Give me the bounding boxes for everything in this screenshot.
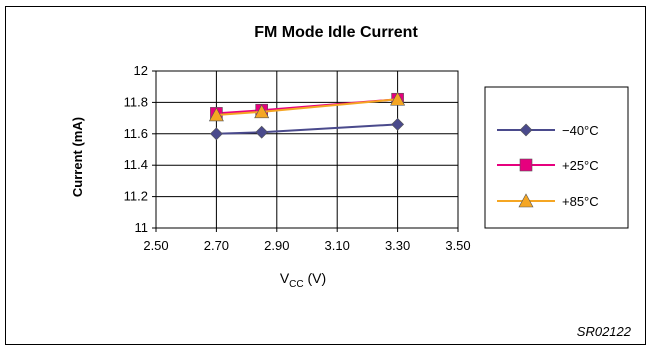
x-tick-label: 2.90	[264, 238, 289, 253]
x-axis-label-unit: (V)	[304, 270, 327, 286]
legend-box	[484, 86, 629, 229]
chart-title: FM Mode Idle Current	[254, 24, 418, 41]
y-tick-label: 11	[135, 220, 149, 235]
plot-area	[155, 70, 459, 229]
legend: −40°C +25°C +85°C	[484, 86, 629, 229]
legend-item-1: +25°C	[497, 158, 599, 173]
x-tick-label: 3.30	[385, 238, 410, 253]
legend-marker	[519, 123, 533, 137]
series-1	[210, 92, 404, 120]
x-tick-label: 2.50	[143, 238, 168, 253]
series-0	[209, 117, 405, 141]
legend-item-0: −40°C	[497, 123, 599, 138]
figure-id: SR02122	[577, 324, 632, 339]
y-tick-label: 11.6	[124, 126, 148, 141]
legend-label: +25°C	[562, 158, 599, 173]
x-axis: 2.50 2.70 2.90 3.10 3.30 3.50	[143, 228, 471, 253]
chart-grid	[155, 70, 459, 229]
data-point	[254, 104, 270, 119]
legend-marker	[518, 193, 534, 208]
legend-item-2: +85°C	[497, 193, 599, 209]
data-point	[209, 127, 223, 141]
series-line	[216, 98, 398, 116]
x-axis-label-main: V	[280, 270, 290, 286]
chart-svg: FM Mode Idle Current 1211.811.611.411.21…	[70, 24, 632, 339]
y-axis-label: Current (mA)	[70, 117, 85, 197]
x-axis-label: VCC (V)	[280, 270, 326, 290]
series-2	[208, 91, 406, 122]
x-tick-label: 3.10	[325, 238, 350, 253]
y-axis: 12 11.8 11.6 11.4 11.2 11	[124, 63, 156, 235]
x-axis-label-subscript: CC	[289, 279, 303, 290]
data-point	[255, 125, 269, 139]
legend-label: +85°C	[562, 194, 599, 209]
chart-frame: FM Mode Idle Current 12 11.8 11.6 11.4 11.2 1…	[5, 6, 646, 345]
y-tick-label: 12	[134, 63, 148, 78]
legend-label: −40°C	[562, 123, 599, 138]
x-tick-label: 2.70	[204, 238, 229, 253]
y-tick-label: 11.2	[124, 189, 148, 204]
series-line	[216, 123, 398, 135]
series-layer	[208, 91, 406, 141]
data-point	[208, 107, 224, 122]
legend-marker	[519, 158, 533, 172]
data-point	[390, 91, 406, 106]
y-tick-label: 11.4	[124, 157, 148, 172]
x-tick-label: 3.50	[445, 238, 470, 253]
y-tick-label: 11.8	[124, 94, 148, 109]
data-point	[391, 117, 405, 131]
